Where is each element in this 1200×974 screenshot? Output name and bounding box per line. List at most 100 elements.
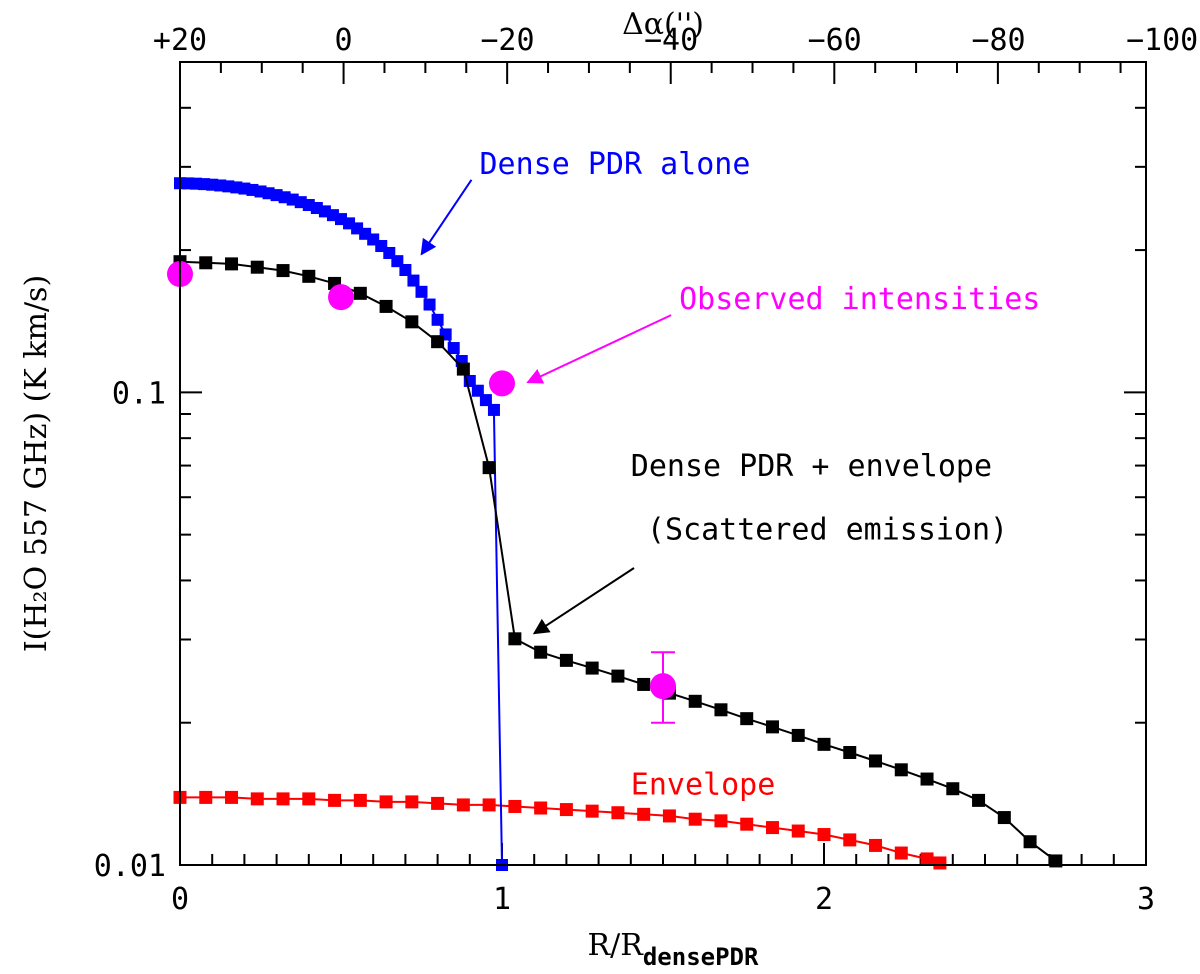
data-point xyxy=(276,264,290,278)
data-point xyxy=(328,284,354,311)
data-point xyxy=(714,814,728,828)
top-tick-label: −100 xyxy=(1126,23,1198,58)
data-point xyxy=(399,264,412,277)
top-tick-label: −60 xyxy=(808,23,862,58)
annotation-label: Observed intensities xyxy=(679,282,1040,317)
data-point xyxy=(482,798,496,812)
data-point xyxy=(765,821,779,835)
annotations: Dense PDR alone Observed intensities Dense… xyxy=(420,147,1040,802)
data-point xyxy=(817,828,831,842)
data-point xyxy=(534,801,548,815)
data-point xyxy=(508,799,522,813)
top-tick-label: 0 xyxy=(335,23,353,58)
plot-frame xyxy=(179,61,1147,866)
x-axis-label-main: R/R xyxy=(588,928,645,963)
data-point xyxy=(225,257,239,271)
data-point xyxy=(250,792,264,806)
data-point xyxy=(688,812,702,826)
data-point xyxy=(431,796,445,810)
data-point xyxy=(997,811,1011,825)
data-point xyxy=(353,286,367,300)
data-point xyxy=(199,790,213,804)
top-tick-label: −20 xyxy=(480,23,534,58)
data-point xyxy=(415,285,428,298)
x-axis-label: R/RdensePDR xyxy=(588,928,759,971)
data-point xyxy=(479,394,492,407)
data-point xyxy=(379,795,393,809)
data-point xyxy=(946,782,960,796)
data-point xyxy=(407,274,420,287)
data-point xyxy=(869,754,883,768)
data-point xyxy=(482,461,496,475)
annotation-label: Envelope xyxy=(631,767,776,802)
data-point xyxy=(585,804,599,818)
data-point xyxy=(456,362,470,376)
series-layer xyxy=(167,177,1063,871)
data-point xyxy=(1023,835,1037,849)
data-point xyxy=(405,795,419,809)
series-line xyxy=(179,260,1057,862)
data-point xyxy=(611,669,625,683)
data-point xyxy=(765,720,779,734)
top-tick-label: +20 xyxy=(153,23,207,58)
data-point xyxy=(611,806,625,820)
x-tick-label: 3 xyxy=(1137,882,1155,917)
data-point xyxy=(379,299,393,313)
series-envelope xyxy=(173,790,947,870)
data-point xyxy=(559,803,573,817)
data-point xyxy=(328,793,342,807)
annotation-arrow xyxy=(532,567,635,635)
annotation-arrow xyxy=(526,314,672,384)
data-point xyxy=(225,790,239,804)
annotation-label: Dense PDR alone xyxy=(479,147,750,182)
y-tick-label: 0.1 xyxy=(112,376,166,411)
data-point xyxy=(843,833,857,847)
x-tick-label: 1 xyxy=(493,882,511,917)
data-point xyxy=(894,763,908,777)
data-point xyxy=(456,798,470,812)
data-point xyxy=(740,712,754,726)
top-axis-label: Δα('') xyxy=(622,7,704,42)
data-point xyxy=(423,298,436,311)
data-point xyxy=(933,856,947,870)
data-point xyxy=(740,817,754,831)
annotation-arrow xyxy=(420,179,473,256)
y-axis-label: I(H₂O 557 GHz) (K km/s) xyxy=(19,275,54,652)
top-tick-label: −40 xyxy=(644,23,698,58)
axis-ticks xyxy=(179,61,1147,866)
data-point xyxy=(637,677,651,691)
series-dense-pdr-alone xyxy=(174,177,508,871)
data-point xyxy=(662,809,676,823)
data-point xyxy=(431,335,445,349)
data-point xyxy=(585,661,599,675)
data-point xyxy=(869,838,883,852)
x-tick-label: 2 xyxy=(815,882,833,917)
data-point xyxy=(489,370,515,397)
series-dense-pdr-envelope-scattered-emission- xyxy=(173,255,1063,868)
data-point xyxy=(843,745,857,759)
data-point xyxy=(276,792,290,806)
annotation-label: Dense PDR + envelope xyxy=(631,449,992,484)
data-point xyxy=(688,694,702,708)
data-point xyxy=(817,737,831,751)
data-point xyxy=(250,260,264,274)
y-tick-label: 0.01 xyxy=(94,849,166,884)
tick-labels: 0 1 2 3 +20 0 −20 −40 −60 −80 −100 0.01 0.1 xyxy=(94,23,1198,917)
annotation-label: (Scattered emission) xyxy=(647,513,1008,548)
data-point xyxy=(920,772,934,786)
data-point xyxy=(534,645,548,659)
data-point xyxy=(920,852,934,866)
data-point xyxy=(353,793,367,807)
data-point xyxy=(447,342,460,355)
data-point xyxy=(508,632,522,646)
data-point xyxy=(637,807,651,821)
data-point xyxy=(714,703,728,717)
data-point xyxy=(431,313,444,326)
top-tick-label: −80 xyxy=(971,23,1025,58)
data-point xyxy=(302,269,316,283)
data-point xyxy=(199,256,213,270)
data-point xyxy=(487,403,500,416)
data-point xyxy=(302,792,316,806)
data-point xyxy=(972,793,986,807)
